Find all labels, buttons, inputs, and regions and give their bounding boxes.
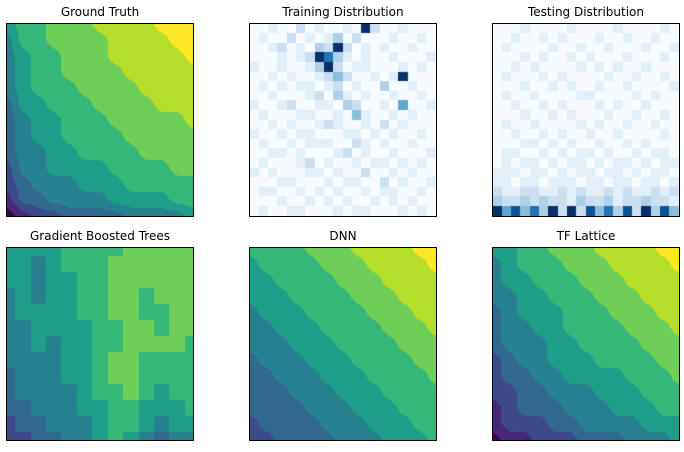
gradient-boosted-trees-plot xyxy=(6,247,194,442)
testing-distribution-plot xyxy=(492,23,680,218)
subplot-testing-distribution: Testing Distribution xyxy=(492,5,680,218)
subplot-gradient-boosted-trees: Gradient Boosted Trees xyxy=(6,229,194,442)
figure: Ground Truth Training Distribution Testi… xyxy=(6,5,680,442)
dnn-plot xyxy=(249,247,437,442)
tf-lattice-plot xyxy=(492,247,680,442)
training-distribution-plot xyxy=(249,23,437,218)
subplot-title-tf-lattice: TF Lattice xyxy=(556,229,616,244)
subplot-ground-truth: Ground Truth xyxy=(6,5,194,218)
subplot-dnn: DNN xyxy=(249,229,437,442)
subplot-training-distribution: Training Distribution xyxy=(249,5,437,218)
subplot-title-training-distribution: Training Distribution xyxy=(282,5,404,19)
subplot-title-testing-distribution: Testing Distribution xyxy=(527,5,644,19)
subplot-title-gradient-boosted-trees: Gradient Boosted Trees xyxy=(30,229,170,244)
subplot-title-ground-truth: Ground Truth xyxy=(60,5,140,19)
subplot-title-dnn: DNN xyxy=(329,229,357,244)
subplot-tf-lattice: TF Lattice xyxy=(492,229,680,442)
ground-truth-plot xyxy=(6,23,194,218)
